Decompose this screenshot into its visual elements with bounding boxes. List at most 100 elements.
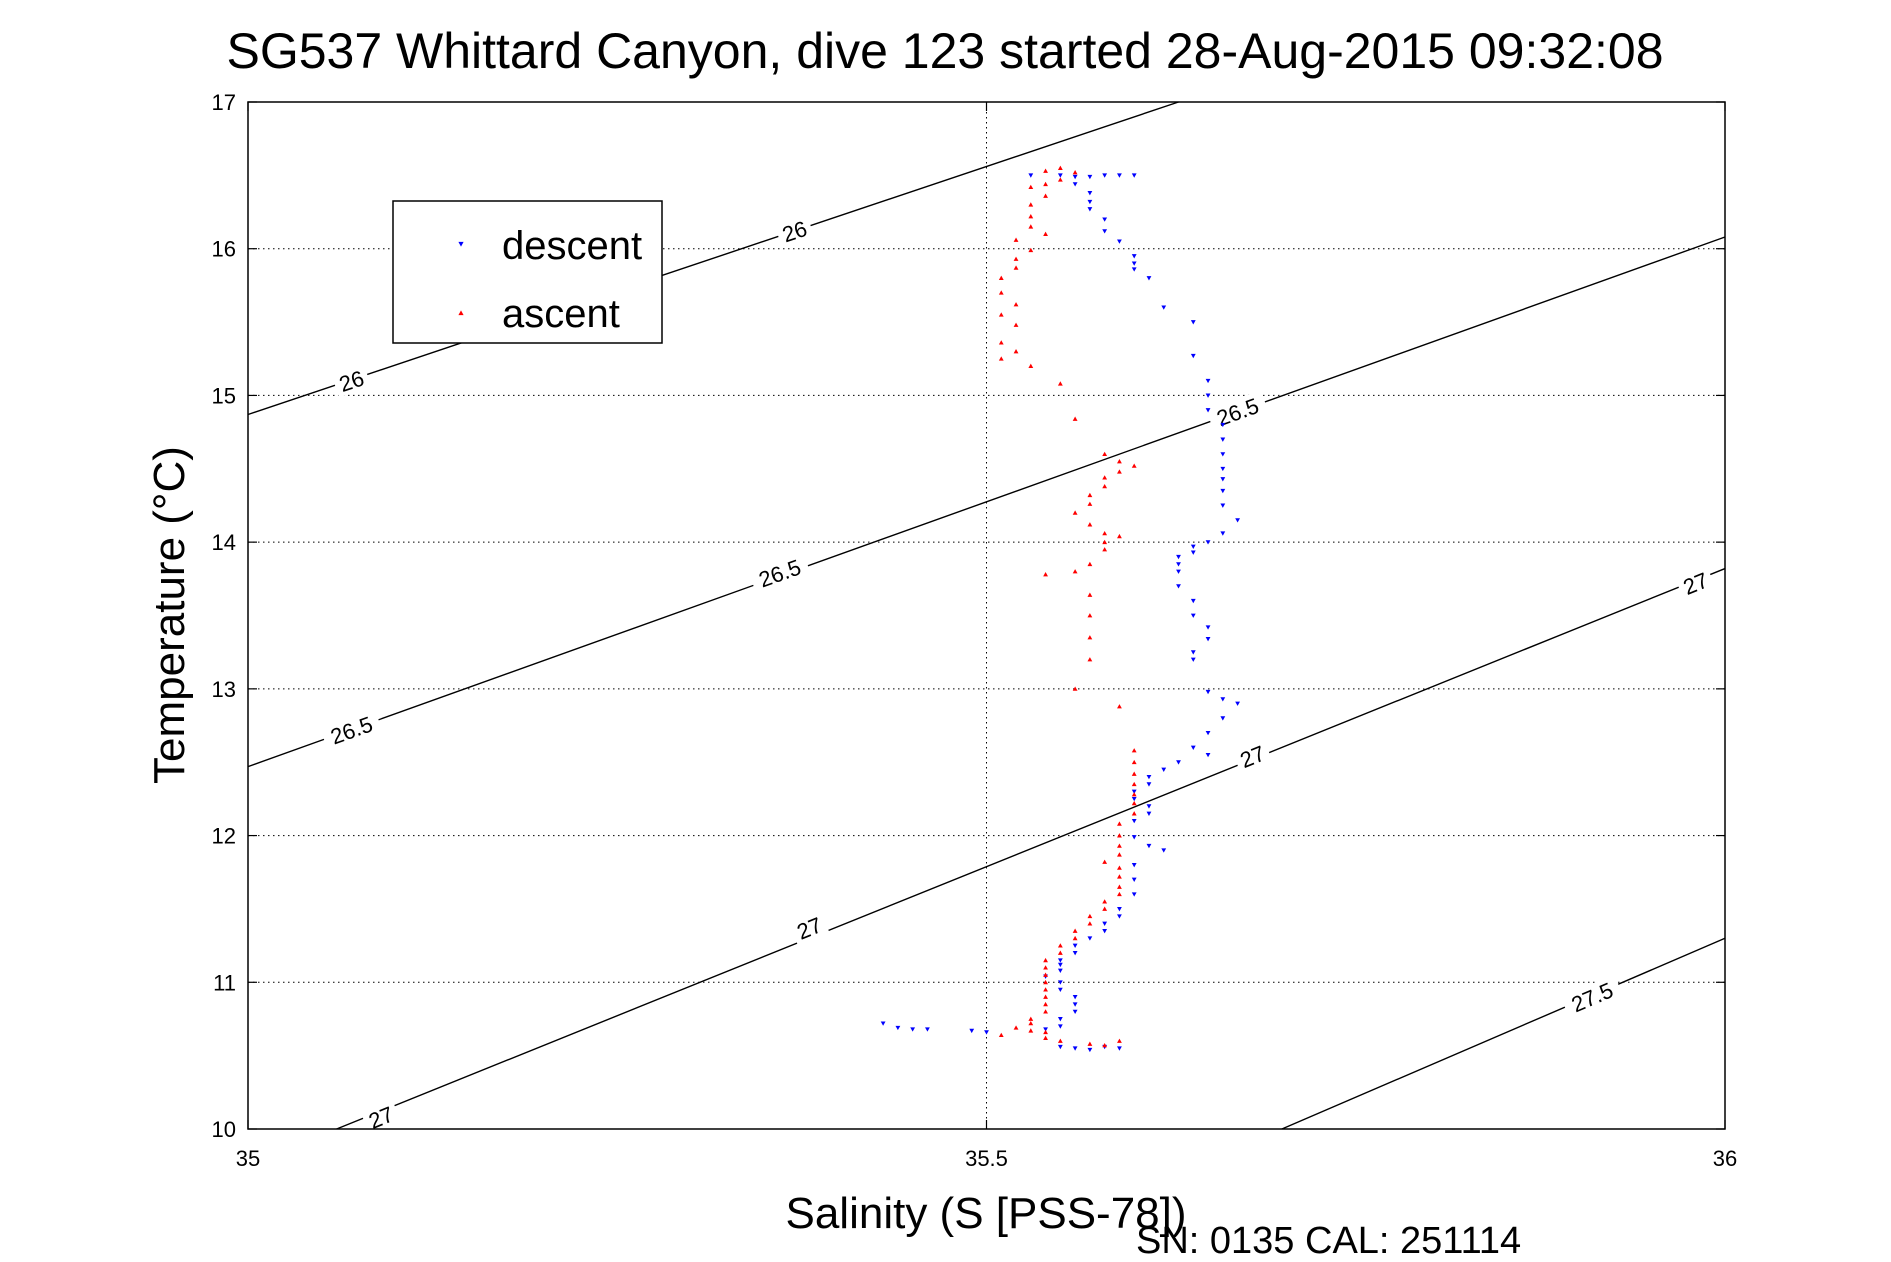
ascent-point (1028, 1020, 1034, 1026)
ascent-point (1043, 987, 1048, 992)
ascent-point (1117, 1038, 1122, 1043)
ascent-point (998, 356, 1004, 361)
contour-label-bg (1560, 974, 1624, 1020)
ascent-point (1043, 1035, 1048, 1040)
ascent-point (1028, 247, 1034, 253)
ascent-point (1102, 1042, 1108, 1048)
descent-point (1072, 943, 1078, 949)
descent-point (1117, 907, 1122, 912)
descent-point (1102, 921, 1108, 926)
ascent-point (1131, 811, 1137, 816)
descent-point (1146, 804, 1152, 809)
descent-point (1161, 848, 1167, 853)
descent-point (1131, 254, 1137, 259)
descent-point (1205, 540, 1211, 545)
contour-label: 27 (1675, 565, 1716, 601)
descent-point (1205, 625, 1211, 630)
descent-point (1072, 1009, 1078, 1015)
ascent-point (1131, 748, 1137, 753)
legend-markers (458, 241, 464, 316)
ascent-point (1057, 165, 1063, 170)
ascent-point (1043, 231, 1048, 236)
contour-label-text: 26.5 (756, 554, 805, 592)
legend-marker-ascent (458, 310, 464, 316)
descent-point (1220, 716, 1226, 721)
descent-point (880, 1021, 886, 1026)
ascent-point (1072, 935, 1078, 941)
descent-point (1190, 745, 1196, 750)
descent-point (925, 1027, 930, 1032)
ascent-point (1117, 469, 1122, 474)
ascent-point (1013, 1025, 1019, 1030)
contour-label-bg (1206, 390, 1269, 433)
descent-point (1117, 1046, 1122, 1051)
ascent-point (1028, 214, 1034, 219)
descent-point (1131, 789, 1137, 794)
ascent-point (1072, 170, 1078, 175)
descent-point (1161, 305, 1167, 310)
ascent-point (998, 340, 1004, 345)
descent-point (1087, 199, 1093, 205)
ascent-point (1057, 177, 1063, 182)
contour-label: 27 (789, 910, 830, 946)
contour-label-bg (1232, 738, 1273, 774)
descent-point (1146, 782, 1152, 787)
ascent-point (1117, 884, 1122, 889)
x-tick-label: 35.5 (965, 1146, 1008, 1171)
ascent-point (1117, 704, 1122, 709)
descent-point (1057, 987, 1063, 993)
descent-point (1190, 544, 1196, 549)
descent-point (1087, 174, 1093, 180)
data-points (880, 165, 1240, 1053)
ascent-point (1087, 613, 1093, 618)
descent-point (984, 1030, 989, 1035)
ascent-point (1043, 1001, 1048, 1007)
ascent-point (1043, 979, 1048, 985)
descent-point (1131, 796, 1137, 802)
ascent-point (1072, 928, 1078, 933)
contour-label: 27 (1232, 738, 1273, 774)
y-tick-label: 10 (212, 1117, 236, 1142)
density-contour-line (247, 236, 1726, 768)
descent-point (1057, 1017, 1063, 1022)
descent-point (895, 1025, 901, 1031)
ascent-point (1087, 501, 1093, 506)
ascent-point (1087, 635, 1093, 640)
descent-point (1131, 173, 1137, 178)
descent-point (1072, 995, 1078, 1000)
x-tick-label: 36 (1713, 1146, 1737, 1171)
descent-point (1146, 811, 1152, 816)
ascent-point (1102, 859, 1108, 864)
serial-calibration-footer: SN: 0135 CAL: 251114 (1136, 1220, 1521, 1262)
descent-point (1190, 353, 1196, 359)
ascent-point (1013, 265, 1019, 270)
ascent-point (1102, 899, 1108, 904)
descent-point (1087, 1047, 1093, 1053)
descent-point (1117, 914, 1122, 919)
descent-point (1205, 378, 1211, 384)
descent-point (1057, 980, 1063, 985)
chart-title: SG537 Whittard Canyon, dive 123 started … (226, 23, 1663, 79)
descent-point (1146, 774, 1152, 780)
descent-point (1205, 689, 1211, 695)
contour-label: 26 (774, 214, 815, 248)
ascent-point (998, 312, 1004, 317)
ascent-point (1043, 972, 1048, 977)
descent-point (1220, 422, 1226, 428)
ascent-point (1117, 833, 1122, 838)
descent-point (1057, 1024, 1063, 1029)
descent-point (1057, 962, 1063, 968)
contour-label: 26.5 (748, 551, 812, 595)
contour-label-bg (360, 1099, 402, 1135)
descent-point (1220, 452, 1226, 457)
y-tick-label: 17 (212, 90, 236, 115)
descent-point (1190, 613, 1196, 618)
density-contour-line (336, 567, 1726, 1130)
ascent-point (1013, 322, 1019, 327)
descent-point (1072, 951, 1078, 956)
legend-marker-descent (458, 241, 464, 247)
ascent-point (1057, 1038, 1063, 1043)
descent-point (1131, 261, 1137, 266)
ascent-point (1117, 459, 1122, 464)
